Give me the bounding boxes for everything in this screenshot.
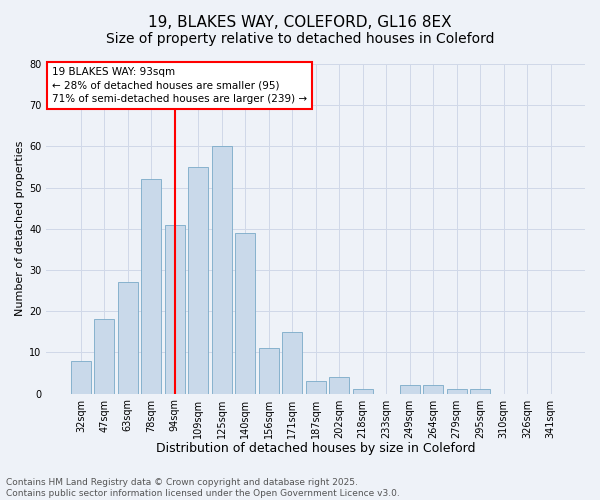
Bar (470, 390, 490, 394)
Y-axis label: Number of detached properties: Number of detached properties (15, 141, 25, 316)
Bar (446, 390, 467, 394)
Bar (212, 146, 232, 394)
Text: 19 BLAKES WAY: 93sqm
← 28% of detached houses are smaller (95)
71% of semi-detac: 19 BLAKES WAY: 93sqm ← 28% of detached h… (52, 68, 307, 104)
Bar (235, 233, 255, 394)
Bar (353, 390, 373, 394)
Bar (118, 282, 138, 394)
Bar (423, 386, 443, 394)
X-axis label: Distribution of detached houses by size in Coleford: Distribution of detached houses by size … (156, 442, 475, 455)
Bar (165, 224, 185, 394)
Bar (400, 386, 419, 394)
Bar (71, 360, 91, 394)
Bar (329, 377, 349, 394)
Text: Contains HM Land Registry data © Crown copyright and database right 2025.
Contai: Contains HM Land Registry data © Crown c… (6, 478, 400, 498)
Bar (188, 167, 208, 394)
Text: 19, BLAKES WAY, COLEFORD, GL16 8EX: 19, BLAKES WAY, COLEFORD, GL16 8EX (148, 15, 452, 30)
Bar (142, 180, 161, 394)
Bar (282, 332, 302, 394)
Text: Size of property relative to detached houses in Coleford: Size of property relative to detached ho… (106, 32, 494, 46)
Bar (306, 381, 326, 394)
Bar (259, 348, 279, 394)
Bar (94, 320, 115, 394)
